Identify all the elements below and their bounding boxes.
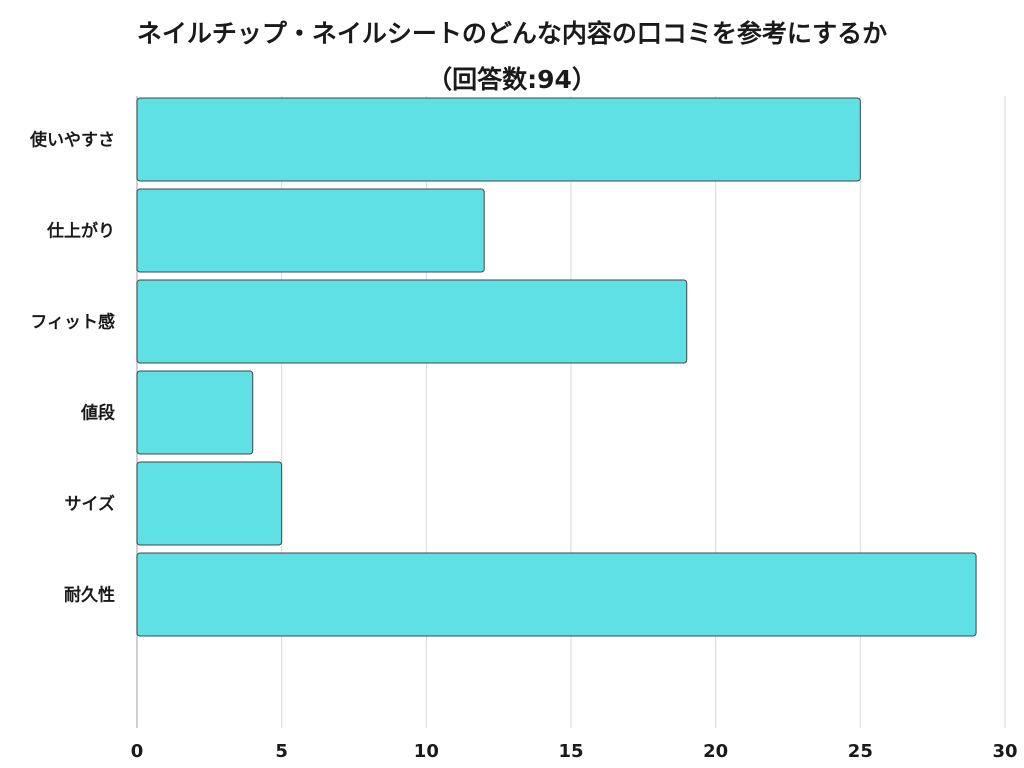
x-tick-label: 20 — [703, 741, 728, 762]
x-tick-label: 30 — [992, 741, 1017, 762]
bar — [136, 552, 977, 637]
x-tick-label: 5 — [275, 741, 288, 762]
x-tick-label: 10 — [414, 741, 439, 762]
category-label: 耐久性 — [64, 585, 115, 606]
category-label: サイズ — [65, 494, 116, 515]
bar — [136, 461, 283, 546]
bar — [136, 370, 254, 455]
category-label: 使いやすさ — [29, 130, 115, 151]
chart-title: ネイルチップ・ネイルシートのどんな内容の口コミを参考にするか — [136, 19, 888, 48]
category-label: 仕上がり — [46, 221, 115, 242]
bar — [136, 188, 485, 273]
chart-subtitle: （回答数:94） — [427, 65, 597, 94]
x-tick-label: 15 — [558, 741, 583, 762]
bar — [136, 279, 688, 364]
x-tick-label: 25 — [848, 741, 873, 762]
category-label: フィット感 — [30, 312, 115, 333]
category-label: 値段 — [80, 403, 115, 424]
x-tick-label: 0 — [131, 741, 144, 762]
bar — [136, 97, 861, 182]
